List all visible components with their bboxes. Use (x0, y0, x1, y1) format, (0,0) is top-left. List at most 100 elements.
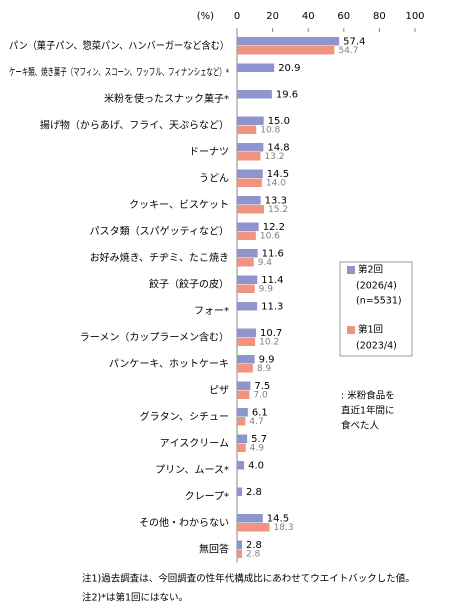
legend-label: 第2回 (358, 264, 383, 276)
annotation: : 米粉食品を (341, 390, 395, 402)
x-tick-label: 100 (405, 11, 424, 22)
category-label: ドーナツ (189, 146, 229, 158)
bar (237, 275, 258, 284)
category-label: クッキー、ビスケット (129, 199, 229, 211)
value-label: 2.8 (246, 550, 261, 560)
legend-note: (n=5531) (356, 296, 402, 307)
bar (237, 63, 275, 72)
bar (237, 514, 263, 523)
category-label: ラーメン（カップラーメン含む） (80, 331, 229, 344)
value-label: 5.7 (251, 434, 267, 445)
footnote: 注2)*は第1回にはない。 (82, 592, 188, 604)
value-label: 11.6 (262, 249, 284, 260)
legend-box (339, 261, 413, 357)
legend-note: (2026/4) (356, 281, 397, 292)
value-label: 4.7 (249, 417, 263, 427)
bar (237, 328, 257, 337)
bar (237, 487, 242, 496)
category-label: 餃子（餃子の皮） (149, 278, 229, 291)
value-label: 10.2 (259, 338, 279, 348)
value-label: 14.0 (266, 179, 286, 189)
value-label: 12.2 (263, 222, 285, 233)
value-label: 2.8 (246, 487, 262, 498)
bar (237, 125, 257, 134)
value-label: 9.9 (259, 285, 274, 295)
value-label: 10.7 (260, 328, 282, 339)
bar (237, 434, 248, 443)
x-tick-label: 20 (266, 11, 279, 22)
value-label: 14.5 (267, 169, 289, 180)
x-tick-label: 0 (234, 11, 240, 22)
bar (237, 364, 253, 373)
category-label: 米粉を使ったスナック菓子* (104, 92, 229, 105)
value-label: 4.9 (250, 444, 265, 454)
value-label: 9.4 (258, 258, 273, 268)
category-label: フォー* (194, 306, 229, 317)
bar (237, 196, 261, 205)
unit-label: (%) (197, 11, 214, 22)
bar (237, 443, 246, 452)
value-label: 4.0 (248, 461, 264, 472)
bar (237, 381, 251, 390)
legend-label: 第1回 (358, 324, 383, 336)
value-label: 14.8 (267, 143, 289, 154)
bar (237, 169, 263, 178)
category-label: 揚げ物（からあげ、フライ、天ぷらなど） (40, 119, 229, 132)
category-label: クレープ* (185, 491, 229, 503)
x-tick-label: 80 (373, 11, 386, 22)
bar (237, 284, 255, 293)
value-label: 18.3 (274, 523, 294, 533)
bar (237, 390, 250, 399)
value-label: 57.4 (343, 37, 365, 48)
category-label: パン（菓子パン、惣菜パン、ハンバーガーなど含む） (9, 39, 229, 52)
value-label: 19.6 (276, 90, 298, 101)
x-tick-label: 40 (302, 11, 315, 22)
value-label: 15.0 (268, 116, 290, 127)
legend-note: (2023/4) (356, 341, 397, 352)
value-label: 6.1 (252, 408, 268, 419)
bar (237, 337, 256, 346)
bar (237, 143, 264, 152)
footnote: 注1)過去調査は、今回調査の性年代構成比にあわせてウエイトバックした値。 (82, 573, 415, 585)
legend-swatch (347, 266, 355, 274)
category-label: ピザ (209, 385, 229, 397)
bar (237, 461, 245, 470)
bar (237, 222, 259, 231)
bar (237, 540, 242, 549)
category-label: グラタン、シチュー (140, 410, 229, 423)
x-tick-label: 60 (337, 11, 350, 22)
value-label: 54.7 (338, 46, 358, 56)
bar (237, 37, 340, 46)
value-label: 9.9 (259, 355, 275, 366)
category-label: パンケーキ、ホットケーキ (109, 358, 229, 370)
bar (237, 302, 258, 311)
value-label: 14.5 (267, 514, 289, 525)
value-label: 13.3 (265, 196, 287, 207)
value-label: 11.3 (261, 302, 283, 313)
category-label: 無回答 (199, 543, 229, 556)
bar (237, 116, 264, 125)
value-label: 2.8 (246, 540, 262, 551)
bar (237, 258, 254, 267)
bar (237, 523, 270, 532)
value-label: 7.5 (254, 381, 270, 392)
category-label: その他・わからない (139, 516, 229, 529)
bar (237, 549, 242, 558)
legend-swatch (347, 326, 355, 334)
bar (237, 90, 272, 99)
bar (237, 417, 246, 426)
value-label: 10.8 (260, 126, 280, 136)
value-label: 15.2 (268, 205, 288, 215)
annotation: 食べた人 (341, 420, 380, 432)
bar (237, 408, 248, 417)
bar (237, 178, 262, 187)
bar (237, 355, 255, 364)
bar (237, 152, 261, 161)
bar (237, 231, 256, 240)
category-label: ケーキ類、焼き菓子（マフィン、スコーン、ワッフル、フィナンシェなど）* (9, 67, 229, 79)
category-label: プリン、ムース* (155, 464, 229, 476)
value-label: 13.2 (264, 152, 284, 162)
value-label: 10.6 (260, 232, 280, 242)
value-label: 11.4 (261, 275, 283, 286)
